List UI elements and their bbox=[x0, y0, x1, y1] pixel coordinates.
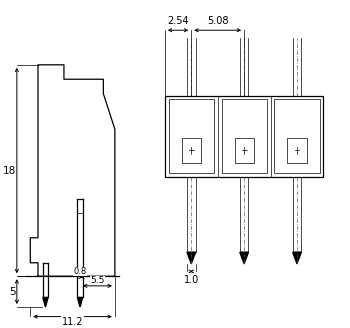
Bar bbox=[287, 138, 307, 163]
Bar bbox=[222, 99, 267, 174]
Bar bbox=[274, 99, 320, 174]
Text: 0.8: 0.8 bbox=[74, 267, 87, 276]
Text: 18: 18 bbox=[3, 166, 16, 175]
Bar bbox=[234, 138, 254, 163]
Text: 11.2: 11.2 bbox=[62, 317, 83, 327]
Polygon shape bbox=[240, 252, 248, 264]
Polygon shape bbox=[187, 252, 196, 264]
Text: 1.0: 1.0 bbox=[184, 275, 199, 285]
Text: 5.5: 5.5 bbox=[90, 276, 105, 285]
Text: 5.08: 5.08 bbox=[207, 16, 229, 26]
Polygon shape bbox=[293, 252, 301, 264]
Text: 2.54: 2.54 bbox=[167, 16, 189, 26]
Bar bbox=[169, 99, 214, 174]
Bar bbox=[165, 95, 323, 177]
Polygon shape bbox=[43, 297, 48, 307]
Bar bbox=[182, 138, 201, 163]
Polygon shape bbox=[77, 297, 83, 307]
Text: 5: 5 bbox=[9, 287, 16, 297]
